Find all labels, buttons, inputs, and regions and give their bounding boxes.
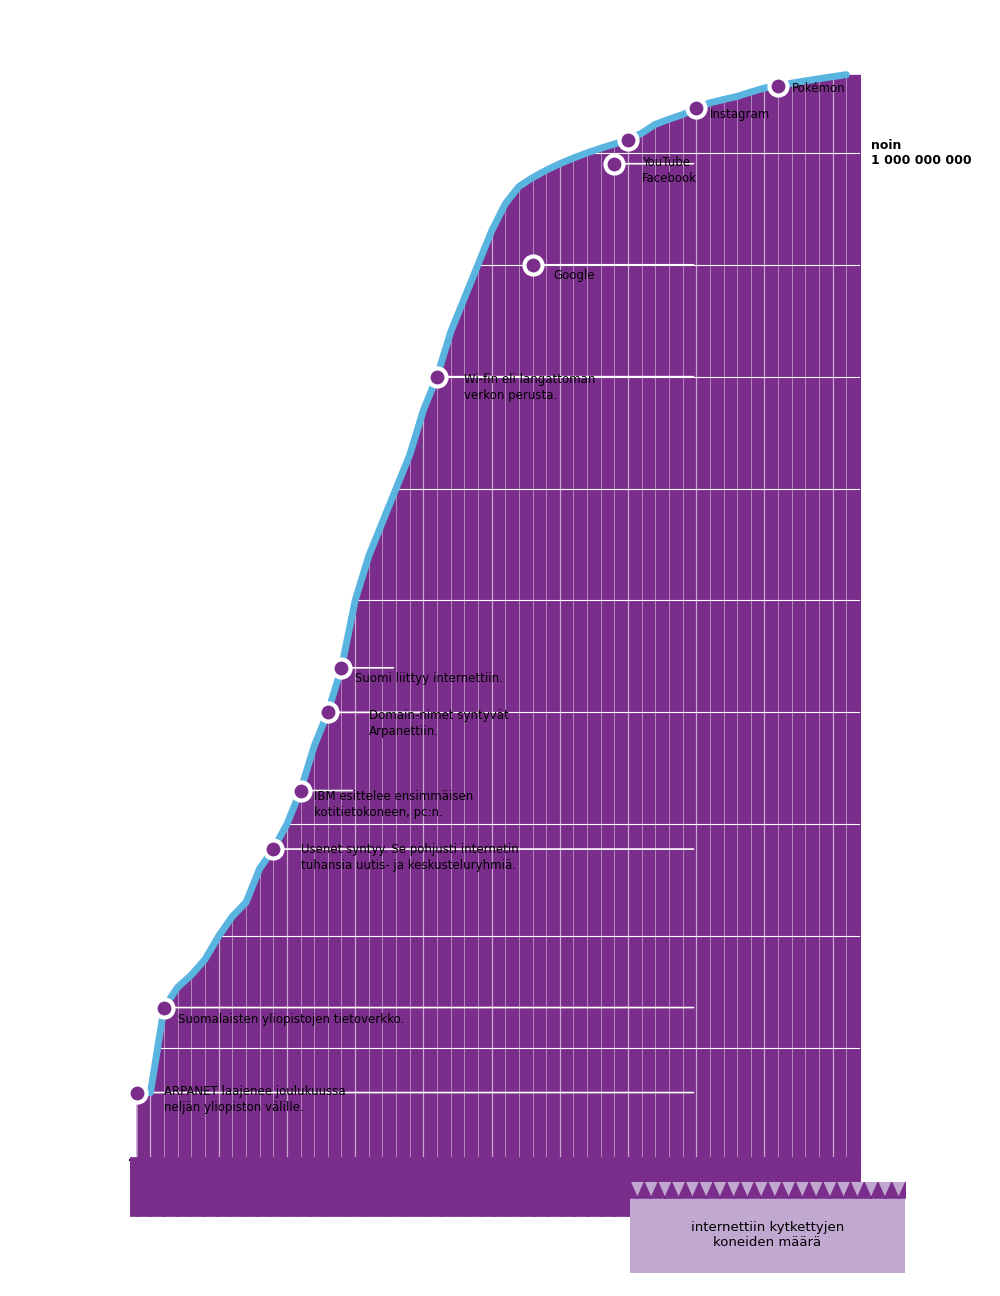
Text: Usenet syntyy. Se pohjusti internetin
tuhansia uutis- ja keskusteluryhmiä.: Usenet syntyy. Se pohjusti internetin tu… xyxy=(301,844,518,872)
Text: Instagram: Instagram xyxy=(710,108,770,121)
Text: Google: Google xyxy=(553,270,594,283)
Text: internettiin kytkettyjen
koneiden määrä: internettiin kytkettyjen koneiden määrä xyxy=(691,1221,844,1249)
Text: IBM esittelee ensimmäisen
kotitietokoneen, pc:n.: IBM esittelee ensimmäisen kotitietokonee… xyxy=(314,791,473,819)
Text: Suomalaisten yliopistojen tietoverkko.: Suomalaisten yliopistojen tietoverkko. xyxy=(178,1013,404,1026)
Text: noin
1 000 000 000: noin 1 000 000 000 xyxy=(871,139,972,167)
Text: Pokémon: Pokémon xyxy=(792,82,845,95)
Text: Domain-nimet syntyvät
Arpanettiin.: Domain-nimet syntyvät Arpanettiin. xyxy=(369,709,509,737)
Text: Suomi liittyy internettiin.: Suomi liittyy internettiin. xyxy=(355,673,503,686)
Text: Wi-fin eli langattoman
verkon perusta.: Wi-fin eli langattoman verkon perusta. xyxy=(464,373,596,402)
Text: ARPANET laajenee joulukuussa
neljän yliopiston välille.: ARPANET laajenee joulukuussa neljän ylio… xyxy=(164,1085,346,1113)
Text: YouTube
Facebook: YouTube Facebook xyxy=(642,156,697,185)
